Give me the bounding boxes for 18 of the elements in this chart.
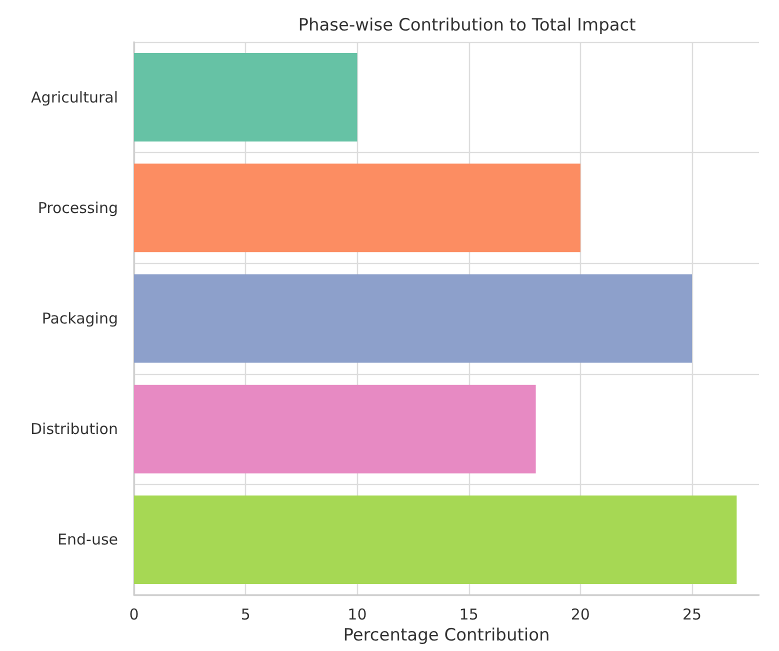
bar: [134, 274, 692, 363]
x-tick-label: 5: [240, 606, 250, 624]
y-tick-label: End-use: [58, 530, 118, 549]
bar: [134, 53, 358, 142]
y-tick-label: Packaging: [42, 310, 118, 328]
bar: [134, 495, 737, 584]
chart-title: Phase-wise Contribution to Total Impact: [298, 16, 636, 36]
y-tick-label: Agricultural: [31, 88, 118, 106]
x-axis-title: Percentage Contribution: [343, 625, 550, 646]
y-tick-label: Distribution: [30, 420, 118, 438]
x-tick-label: 10: [348, 606, 367, 624]
bar: [134, 164, 580, 252]
bar: [134, 384, 536, 474]
x-tick-label: 15: [459, 606, 478, 624]
x-tick-label: 25: [682, 606, 702, 624]
x-tick-label: 0: [129, 606, 139, 624]
x-tick-label: 20: [570, 606, 590, 624]
y-tick-label: Processing: [38, 198, 118, 217]
